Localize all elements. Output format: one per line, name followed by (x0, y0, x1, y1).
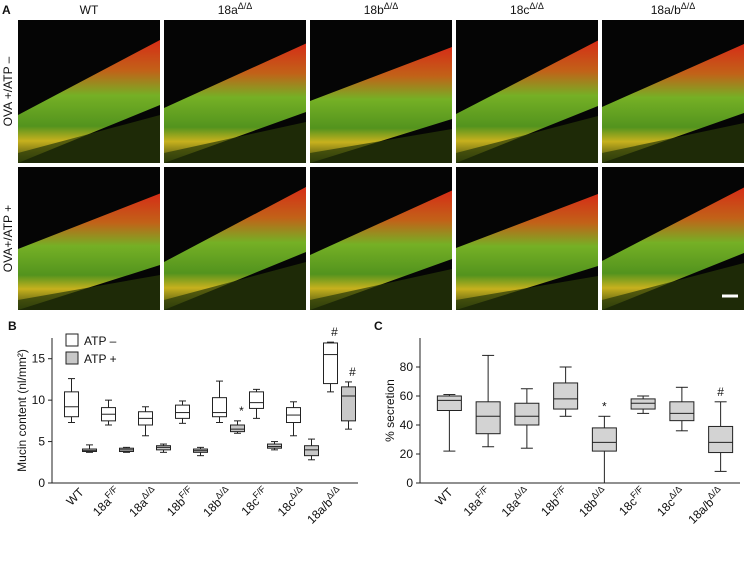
y-tick-label: 20 (400, 447, 414, 461)
tissue-band (18, 40, 160, 163)
x-tick-label: 18bF/F (537, 483, 572, 518)
panel-label: C (374, 319, 383, 333)
tissue-stroma (456, 276, 598, 310)
column-header-base: 18a/b (651, 3, 681, 17)
legend-swatch (65, 333, 79, 347)
y-tick-label: 15 (32, 352, 46, 366)
tissue-band (164, 187, 306, 310)
y-tick-label: 80 (400, 360, 414, 374)
column-header-sup: Δ/Δ (384, 1, 399, 11)
y-tick-label: 5 (38, 435, 45, 449)
box (591, 427, 617, 452)
legend-label: ATP – (84, 334, 117, 348)
box (630, 398, 656, 410)
panel-label: A (2, 3, 11, 17)
x-tick-label: 18cΔ/Δ (273, 484, 308, 519)
box (249, 391, 264, 409)
tissue-stroma (18, 115, 160, 163)
x-tick-label: 18cF/F (237, 483, 272, 518)
tissue-band (18, 193, 160, 310)
x-tick-label: 18aF/F (89, 483, 124, 518)
x-tick-label-base: WT (64, 485, 88, 509)
column-header-sup: Δ/Δ (681, 1, 696, 11)
box (436, 395, 462, 411)
row-label: OVA+/ATP + (1, 205, 15, 272)
y-tick-label: 0 (406, 476, 413, 490)
box (230, 424, 245, 433)
x-tick-label: 18cΔ/Δ (653, 484, 688, 519)
x-tick-label: 18bΔ/Δ (199, 484, 235, 520)
tissue-stroma (164, 122, 306, 163)
x-tick-label: 18a/bΔ/Δ (303, 484, 346, 527)
tissue-band (310, 190, 452, 310)
tissue-band (456, 40, 598, 163)
tissue-stroma (310, 269, 452, 310)
box (304, 445, 319, 457)
tissue-stroma (602, 123, 744, 163)
column-header-base: 18c (510, 3, 529, 17)
row-label: OVA +/ATP – (1, 56, 15, 126)
tissue-stroma (456, 116, 598, 163)
x-tick-label: 18bΔ/Δ (575, 484, 611, 520)
tissue-band (456, 194, 598, 310)
annotation: # (331, 325, 338, 339)
x-tick-label: 18bF/F (163, 483, 198, 518)
box (323, 342, 338, 385)
y-tick-label: 10 (32, 393, 46, 407)
tissue-stroma (602, 263, 744, 310)
box (708, 425, 734, 454)
column-header: 18a/bΔ/Δ (651, 1, 696, 17)
legend-swatch (65, 351, 79, 365)
column-header: 18cΔ/Δ (510, 1, 544, 17)
tissue-stroma (18, 275, 160, 310)
x-tick-label-base: WT (432, 485, 456, 509)
y-tick-label: 60 (400, 389, 414, 403)
x-tick-label: WT (64, 485, 88, 509)
x-tick-label: 18aF/F (459, 483, 494, 518)
column-header: WT (80, 3, 99, 17)
annotation: * (239, 404, 244, 418)
x-tick-label: 18aΔ/Δ (125, 484, 161, 520)
column-header: 18aΔ/Δ (218, 1, 253, 17)
box (514, 402, 540, 426)
box (212, 397, 227, 418)
y-tick-label: 0 (38, 476, 45, 490)
x-tick-label: 18a/bΔ/Δ (684, 484, 727, 527)
annotation: # (349, 365, 356, 379)
box (553, 382, 579, 410)
y-tick-label: 40 (400, 418, 414, 432)
column-header: 18bΔ/Δ (364, 1, 399, 17)
tissue-band (602, 187, 744, 310)
box (475, 401, 501, 435)
legend-label: ATP + (84, 352, 117, 366)
x-tick-label: 18cF/F (615, 483, 650, 518)
column-header-sup: Δ/Δ (529, 1, 544, 11)
column-header-base: 18a (218, 3, 238, 17)
panel-label: B (8, 319, 17, 333)
column-header-sup: Δ/Δ (238, 1, 253, 11)
tissue-stroma (310, 129, 452, 163)
tissue-band (602, 44, 744, 163)
box (341, 386, 356, 422)
annotation: # (717, 385, 724, 399)
tissue-band (164, 43, 306, 163)
box (175, 404, 190, 419)
box (669, 401, 695, 422)
tissue-stroma (164, 262, 306, 310)
annotation: * (602, 399, 607, 413)
column-header-base: 18b (364, 3, 384, 17)
y-axis-label: Mucin content (nl/mm²) (15, 349, 29, 472)
column-header-base: WT (80, 3, 99, 17)
x-tick-label: 18aΔ/Δ (497, 484, 533, 520)
tissue-band (310, 47, 452, 163)
y-axis-label: % secretion (383, 379, 397, 442)
x-tick-label: WT (432, 485, 456, 509)
box (64, 391, 79, 418)
